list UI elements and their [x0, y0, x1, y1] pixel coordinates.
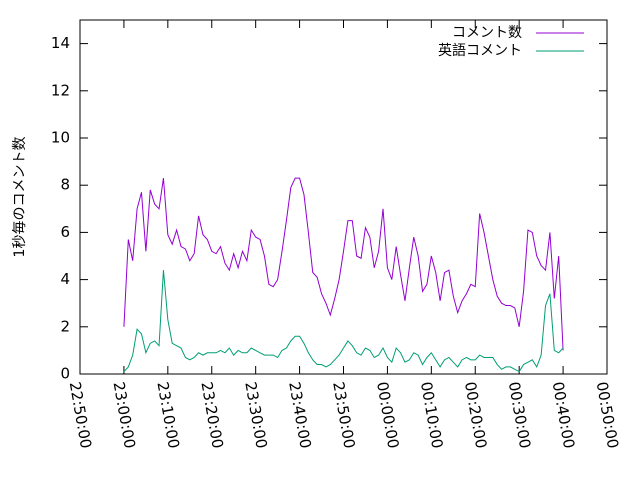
x-tick-label: 00:10:00: [417, 380, 446, 449]
series-line: [123, 270, 564, 373]
y-tick-label: 8: [60, 176, 70, 194]
plot-border: [79, 19, 608, 375]
y-axis-label: 1秒毎のコメント数: [12, 137, 28, 258]
x-tick-label: 23:50:00: [329, 380, 358, 449]
x-tick-label: 23:20:00: [197, 380, 226, 449]
x-tick-label: 00:00:00: [373, 380, 402, 449]
x-tick-label: 23:10:00: [153, 380, 182, 449]
y-tick-label: 14: [51, 34, 70, 52]
legend-label: 英語コメント: [438, 42, 522, 59]
x-tick-label: 00:30:00: [505, 380, 534, 449]
x-tick-label: 00:50:00: [593, 380, 622, 449]
x-tick-label: 23:30:00: [241, 380, 270, 449]
x-tick-label: 00:40:00: [549, 380, 578, 449]
x-tick-label: 00:20:00: [461, 380, 490, 449]
y-tick-label: 10: [51, 129, 70, 147]
y-tick-label: 12: [51, 81, 70, 99]
legend-label: コメント数: [452, 25, 522, 41]
y-tick-label: 6: [60, 223, 70, 241]
series-line: [123, 177, 564, 351]
x-tick-label: 23:00:00: [110, 380, 139, 449]
y-tick-label: 0: [60, 365, 70, 383]
x-tick-label: 23:40:00: [285, 380, 314, 449]
y-tick-label: 2: [60, 317, 70, 335]
y-tick-label: 4: [60, 270, 70, 288]
x-tick-label: 22:50:00: [66, 380, 95, 449]
